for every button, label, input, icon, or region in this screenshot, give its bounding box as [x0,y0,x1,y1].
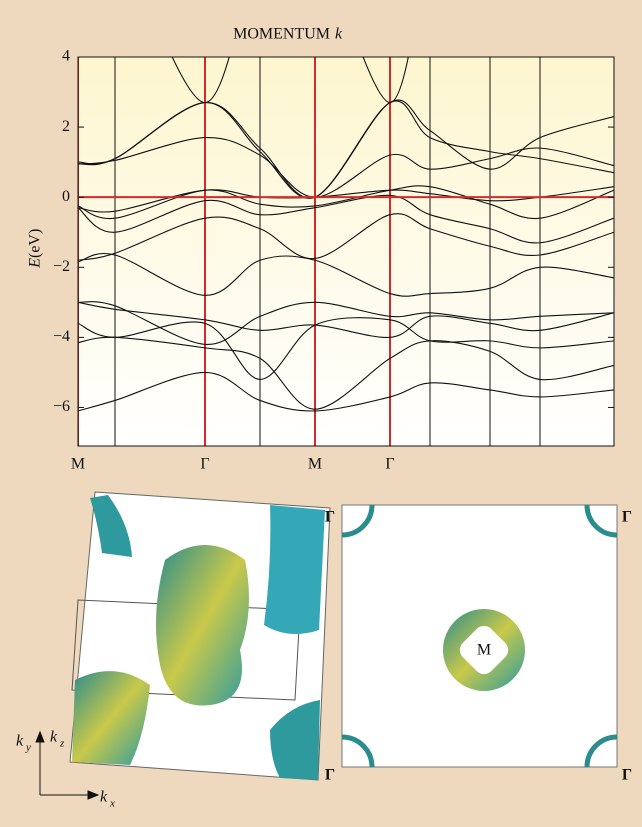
band [78,317,614,380]
arrow-head [35,730,45,743]
band [78,213,614,261]
y-axis-title: E (eV) [27,229,44,269]
surface-piece [270,700,320,780]
y-tick-label: 0 [62,188,70,205]
arrow-head [87,790,100,800]
fermi-3d [69,491,331,781]
ky-sub: y [25,742,31,754]
surface-piece [156,545,249,706]
fermi-2d [341,504,618,768]
band [78,301,614,345]
y-axis-title-unit: (eV) [27,229,44,258]
axes-glyph [35,730,100,800]
band [171,57,230,104]
x-tick-label: Γ [385,456,394,473]
y-tick-label: −6 [53,398,70,415]
kz-sub: z [59,738,65,750]
corner-label: Γ [325,509,335,526]
pocket-hole [459,625,509,675]
y-tick-label: −2 [53,258,70,275]
y-tick-label: −4 [53,328,70,345]
band [78,336,614,410]
surface-piece [72,671,150,765]
band [78,186,614,213]
y-tick-label: 2 [62,118,70,135]
m-label: M [477,642,491,659]
surface-piece [264,505,325,634]
x-tick-label: Γ [200,456,209,473]
x-axis-title-k: k [335,26,343,43]
x-axis-title: MOMENTUM [233,26,330,43]
y-tick-label: 4 [62,48,70,65]
band [78,185,614,220]
plot-layer [78,57,614,446]
band [78,301,614,338]
surface-piece [90,495,132,557]
y-axis-title-e: E [27,258,44,269]
band [362,57,409,104]
band [78,137,614,198]
corner-arc [341,504,375,538]
corner-arc [341,734,375,768]
corner-label: Γ [325,767,335,784]
corner-label: Γ [622,767,632,784]
kx-sub: x [109,798,115,810]
x-tick-label: M [71,456,85,473]
band [78,371,614,412]
plot-area [78,57,614,446]
band [78,194,614,244]
corner-arc [584,734,618,768]
plot-frame [77,56,615,447]
x-tick-label: M [308,456,322,473]
band [78,99,614,199]
kx-label: k [100,789,108,806]
corner-arc [584,504,618,538]
kz-label: k [50,729,58,746]
ky-label: k [16,733,24,750]
band [78,253,614,297]
corner-label: Γ [622,509,632,526]
